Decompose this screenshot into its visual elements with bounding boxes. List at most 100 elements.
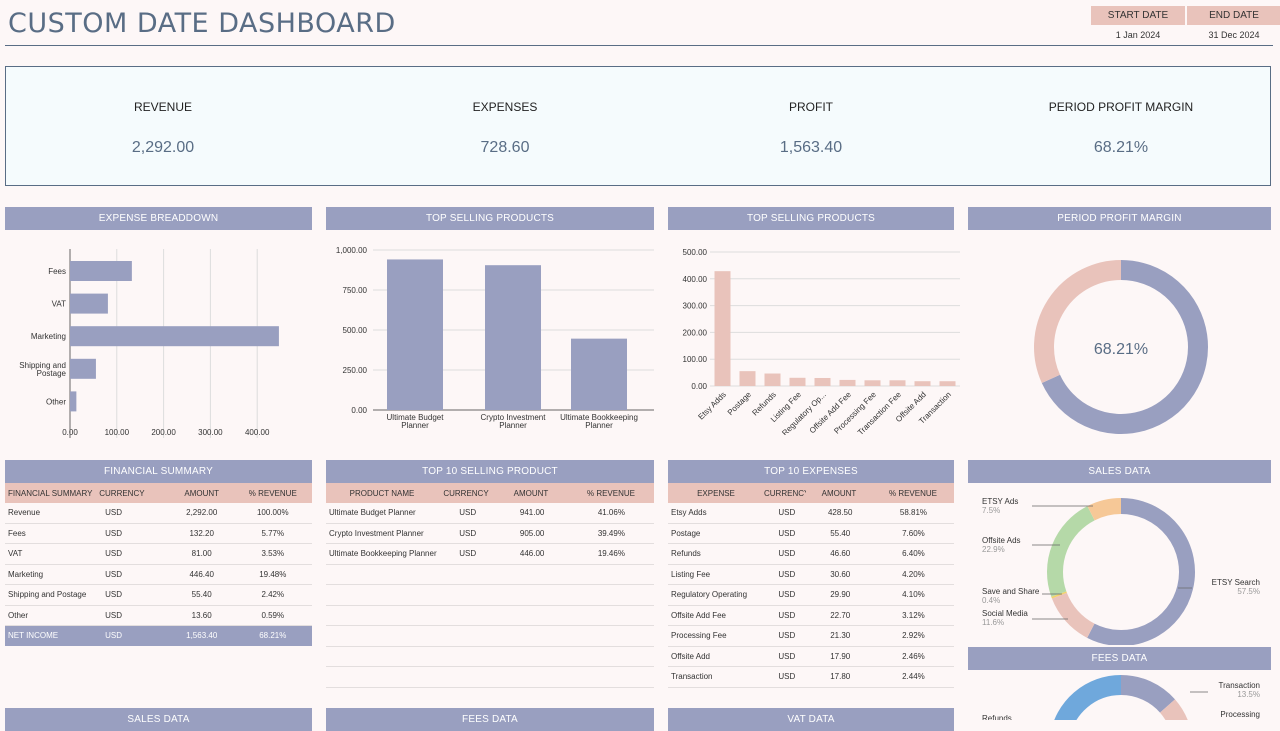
table-header: EXPENSE CURRENCY AMOUNT % REVENUE xyxy=(668,483,954,503)
y-tick-label: 100.00 xyxy=(683,355,708,364)
table-cell: USD xyxy=(778,549,796,559)
table-cell: 2.92% xyxy=(902,631,925,641)
donut-center-label: 68.21% xyxy=(1094,341,1148,358)
table-cell: 2.42% xyxy=(261,590,285,600)
table-cell: 3.53% xyxy=(261,549,285,559)
empty-row xyxy=(326,647,654,667)
table-row: Offsite Add Fee USD 22.70 3.12% xyxy=(668,606,954,626)
donut-slice xyxy=(1120,675,1176,713)
table-cell: USD xyxy=(778,528,796,538)
table-cell: NET INCOME xyxy=(8,631,59,641)
bar xyxy=(739,371,756,386)
x-tick-label: 300.00 xyxy=(198,428,223,437)
table-cell: 17.90 xyxy=(830,651,851,661)
column-header: EXPENSE xyxy=(697,488,735,498)
kpi-value: 728.60 xyxy=(480,139,530,156)
y-tick-label: 500.00 xyxy=(683,248,708,257)
bar xyxy=(571,338,627,410)
table-cell: 4.10% xyxy=(902,590,925,600)
donut-slice xyxy=(1087,498,1195,645)
table-cell: 941.00 xyxy=(519,508,545,518)
y-tick-label: 250.00 xyxy=(343,366,368,375)
top-selling-header: TOP SELLING PRODUCTS xyxy=(326,207,654,230)
table-row: Other USD 13.60 0.59% xyxy=(5,606,312,626)
column-header: CURRENCY xyxy=(99,488,145,498)
bar xyxy=(70,358,96,379)
column-header: % REVENUE xyxy=(248,488,297,498)
table-cell: USD xyxy=(105,631,123,641)
bar xyxy=(814,377,831,386)
table-cell: Fees xyxy=(8,528,26,538)
bar xyxy=(864,380,881,386)
kpi-label: EXPENSES xyxy=(472,100,538,114)
start-date-box[interactable]: START DATE 1 Jan 2024 xyxy=(1091,6,1185,44)
y-tick-label: 0.00 xyxy=(691,382,707,391)
table-cell: USD xyxy=(778,631,796,641)
table-cell: 46.60 xyxy=(830,549,851,559)
kpi-value: 2,292.00 xyxy=(131,139,195,156)
table-cell: 100.00% xyxy=(256,508,289,518)
expense-breakdown-header: EXPENSE BREADDOWN xyxy=(5,207,312,230)
slice-pct-label: 13.5% xyxy=(1237,690,1260,699)
table-cell: Other xyxy=(8,610,29,620)
period-margin-header: PERIOD PROFIT MARGIN xyxy=(968,207,1271,230)
table-cell: 22.70 xyxy=(830,610,851,620)
table-row: Transaction USD 17.80 2.44% xyxy=(668,667,954,688)
table-cell: 39.49% xyxy=(597,528,625,538)
end-date-box[interactable]: END DATE 31 Dec 2024 xyxy=(1187,6,1280,44)
empty-row xyxy=(326,565,654,585)
table-row: Shipping and Postage USD 55.40 2.42% xyxy=(5,585,312,606)
end-date-value[interactable]: 31 Dec 2024 xyxy=(1208,29,1260,40)
x-tick-label: 200.00 xyxy=(151,428,176,437)
table-cell: 0.59% xyxy=(261,610,285,620)
sales-data-header: SALES DATA xyxy=(968,460,1271,483)
table-cell: Regulatory Operating xyxy=(671,590,748,600)
table-header: FINANCIAL SUMMARY CURRENCY AMOUNT % REVE… xyxy=(5,483,312,503)
column-header: PRODUCT NAME xyxy=(349,488,415,498)
column-header: CURRENCY xyxy=(764,488,806,498)
category-label: Transaction Fee xyxy=(856,390,903,435)
kpi-value: 1,563.40 xyxy=(779,139,843,156)
table-cell: 5.77% xyxy=(261,528,285,538)
slice-pct-label: 22.9% xyxy=(982,545,1005,554)
kpi-label: PROFIT xyxy=(789,100,833,114)
top10-expenses-table: EXPENSE CURRENCY AMOUNT % REVENUE Etsy A… xyxy=(668,483,954,688)
x-tick-label: 100.00 xyxy=(105,428,130,437)
category-label: Etsy Adds xyxy=(696,390,728,422)
table-row: Etsy Adds USD 428.50 58.81% xyxy=(668,503,954,524)
table-cell: USD xyxy=(105,569,123,579)
table-cell: USD xyxy=(778,508,796,518)
category-label: Crypto Investment Planner xyxy=(481,413,547,430)
start-date-value[interactable]: 1 Jan 2024 xyxy=(1115,29,1161,40)
financial-summary-table: FINANCIAL SUMMARY CURRENCY AMOUNT % REVE… xyxy=(5,483,312,646)
empty-row xyxy=(326,626,654,647)
table-cell: Processing Fee xyxy=(671,631,727,641)
table-cell: USD xyxy=(105,610,123,620)
table-cell: Ultimate Budget Planner xyxy=(329,508,416,518)
table-cell: USD xyxy=(459,528,477,538)
y-tick-label: 300.00 xyxy=(683,302,708,311)
table-row: Ultimate Budget Planner USD 941.00 41.06% xyxy=(326,503,654,524)
top10-expenses-header: TOP 10 EXPENSES xyxy=(668,460,954,483)
category-label-line: Other xyxy=(46,397,66,406)
bar xyxy=(764,373,781,386)
slice-pct-label: 7.5% xyxy=(982,506,1000,515)
table-row: Marketing USD 446.40 19.48% xyxy=(5,565,312,585)
table-cell: 905.00 xyxy=(519,528,545,538)
table-cell: Offsite Add Fee xyxy=(671,610,726,620)
financial-summary-header: FINANCIAL SUMMARY xyxy=(5,460,312,483)
start-date-label: START DATE xyxy=(1091,6,1185,25)
table-cell: 19.48% xyxy=(259,569,287,579)
table-cell: Postage xyxy=(671,528,701,538)
table-cell: 81.00 xyxy=(191,549,212,559)
table-cell: USD xyxy=(778,672,796,682)
table-cell: Offsite Add xyxy=(671,651,710,661)
bar xyxy=(914,381,931,386)
slice-name-label: Offsite Ads xyxy=(982,536,1021,545)
table-cell: USD xyxy=(778,651,796,661)
x-tick-label: 400.00 xyxy=(245,428,270,437)
top-selling-chart: 0.00 250.00 500.00 750.00 1,000.00 Ultimate B… xyxy=(336,246,654,430)
category-label: Ultimate Bookkeeping Planner xyxy=(560,413,638,430)
donut-slice xyxy=(1047,506,1095,597)
